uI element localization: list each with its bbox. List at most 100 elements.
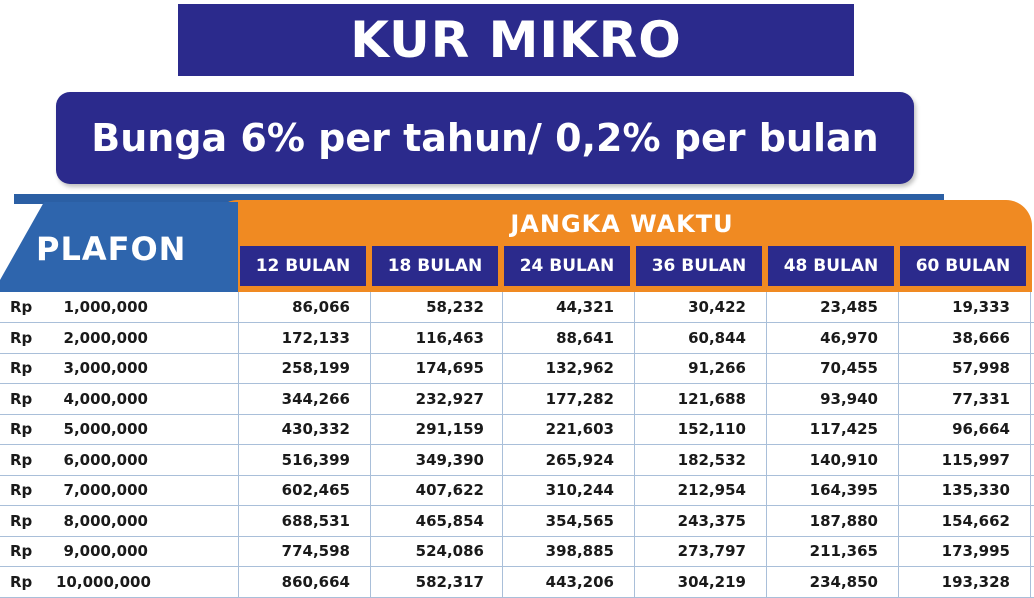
plafon-amount: 4,000,000 — [63, 389, 148, 408]
installment-value: 152,110 — [677, 420, 746, 438]
grid-line — [766, 292, 767, 597]
installment-value: 30,422 — [688, 298, 746, 316]
plafon-label: PLAFON — [36, 230, 187, 268]
table-row: Rp 3,000,000 258,199 174,695 132,962 91,266 70… — [0, 353, 1034, 384]
title-banner: KUR MIKRO — [178, 4, 854, 76]
installment-value: 77,331 — [952, 389, 1010, 408]
installment-value: 93,940 — [820, 389, 878, 408]
installment-value: 154,662 — [941, 511, 1010, 530]
installment-value: 212,954 — [677, 481, 746, 499]
installment-value: 46,970 — [820, 328, 878, 347]
installment-value: 516,399 — [281, 450, 350, 469]
installment-value: 38,666 — [952, 328, 1010, 347]
installment-value: 430,332 — [281, 420, 350, 438]
installment-value: 443,206 — [545, 572, 614, 591]
grid-line — [898, 292, 899, 597]
installment-value: 243,375 — [677, 511, 746, 530]
installment-value: 96,664 — [952, 420, 1010, 438]
currency-label: Rp — [10, 572, 33, 591]
plafon-amount: 7,000,000 — [63, 481, 148, 499]
installment-value: 304,219 — [677, 572, 746, 591]
currency-label: Rp — [10, 298, 33, 316]
installment-value: 117,425 — [809, 420, 878, 438]
currency-label: Rp — [10, 420, 33, 438]
installment-value: 774,598 — [281, 542, 350, 560]
plafon-amount: 6,000,000 — [63, 450, 148, 469]
installment-value: 172,133 — [281, 328, 350, 347]
column-header-18: 18 BULAN — [372, 246, 498, 286]
plafon-amount: 3,000,000 — [63, 359, 148, 377]
currency-label: Rp — [10, 359, 33, 377]
installment-value: 465,854 — [415, 511, 484, 530]
column-header-12: 12 BULAN — [240, 246, 366, 286]
installment-value: 310,244 — [545, 481, 614, 499]
installment-value: 23,485 — [820, 298, 878, 316]
installment-value: 291,159 — [415, 420, 484, 438]
currency-label: Rp — [10, 328, 33, 347]
installment-value: 182,532 — [677, 450, 746, 469]
installment-value: 211,365 — [809, 542, 878, 560]
installment-value: 582,317 — [415, 572, 484, 591]
grid-line — [502, 292, 503, 597]
table-row: Rp 4,000,000 344,266 232,927 177,282 121,688 9… — [0, 384, 1034, 415]
grid-line — [238, 292, 239, 597]
installment-value: 398,885 — [545, 542, 614, 560]
currency-label: Rp — [10, 542, 33, 560]
column-header-24: 24 BULAN — [504, 246, 630, 286]
column-header-60: 60 BULAN — [900, 246, 1026, 286]
header-accent-bar — [14, 194, 944, 204]
table-row: Rp 8,000,000 688,531 465,854 354,565 243,375 1… — [0, 506, 1034, 537]
currency-label: Rp — [10, 511, 33, 530]
installment-value: 44,321 — [556, 298, 614, 316]
installment-value: 86,066 — [292, 298, 350, 316]
installment-value: 58,232 — [426, 298, 484, 316]
installment-value: 232,927 — [415, 389, 484, 408]
grid-line — [1030, 292, 1031, 597]
column-header-36: 36 BULAN — [636, 246, 762, 286]
installment-value: 135,330 — [941, 481, 1010, 499]
grid-line — [370, 292, 371, 597]
installment-value: 173,995 — [941, 542, 1010, 560]
installment-value: 57,998 — [952, 359, 1010, 377]
installment-value: 187,880 — [809, 511, 878, 530]
subtitle-banner: Bunga 6% per tahun/ 0,2% per bulan — [56, 92, 914, 184]
installment-value: 688,531 — [281, 511, 350, 530]
installment-value: 116,463 — [415, 328, 484, 347]
installment-value: 177,282 — [545, 389, 614, 408]
installment-value: 524,086 — [415, 542, 484, 560]
installment-value: 19,333 — [952, 298, 1010, 316]
installment-value: 193,328 — [941, 572, 1010, 591]
installment-value: 164,395 — [809, 481, 878, 499]
plafon-amount: 2,000,000 — [63, 328, 148, 347]
plafon-amount: 1,000,000 — [63, 298, 148, 316]
plafon-header: PLAFON — [0, 202, 238, 292]
column-header-48: 48 BULAN — [768, 246, 894, 286]
installment-value: 344,266 — [281, 389, 350, 408]
jangka-waktu-label: JANGKA WAKTU — [510, 210, 734, 238]
interest-rate-subtitle: Bunga 6% per tahun/ 0,2% per bulan — [91, 116, 879, 160]
installment-value: 221,603 — [545, 420, 614, 438]
installment-value: 174,695 — [415, 359, 484, 377]
plafon-amount: 9,000,000 — [63, 542, 148, 560]
table-row: Rp 2,000,000 172,133 116,463 88,641 60,844 46,… — [0, 323, 1034, 354]
plafon-amount: 5,000,000 — [63, 420, 148, 438]
installment-value: 265,924 — [545, 450, 614, 469]
table-row: Rp 10,000,000 860,664 582,317 443,206 304,219… — [0, 567, 1034, 598]
table-row: Rp 9,000,000 774,598 524,086 398,885 273,797 2… — [0, 536, 1034, 567]
installment-value: 273,797 — [677, 542, 746, 560]
installment-value: 349,390 — [415, 450, 484, 469]
grid-line — [634, 292, 635, 597]
installment-value: 60,844 — [688, 328, 746, 347]
table-row: Rp 6,000,000 516,399 349,390 265,924 182,532 1… — [0, 445, 1034, 476]
installment-value: 602,465 — [281, 481, 350, 499]
installment-value: 88,641 — [556, 328, 614, 347]
installment-value: 132,962 — [545, 359, 614, 377]
table-row: Rp 1,000,000 86,066 58,232 44,321 30,422 23,48… — [0, 292, 1034, 323]
table-row: Rp 7,000,000 602,465 407,622 310,244 212,954 1… — [0, 475, 1034, 506]
currency-label: Rp — [10, 481, 33, 499]
page-title: KUR MIKRO — [350, 11, 682, 69]
installment-value: 115,997 — [941, 450, 1010, 469]
installment-value: 70,455 — [820, 359, 878, 377]
plafon-amount: 8,000,000 — [63, 511, 148, 530]
installment-table: Rp 1,000,000 86,066 58,232 44,321 30,422 23,48… — [0, 292, 1034, 598]
